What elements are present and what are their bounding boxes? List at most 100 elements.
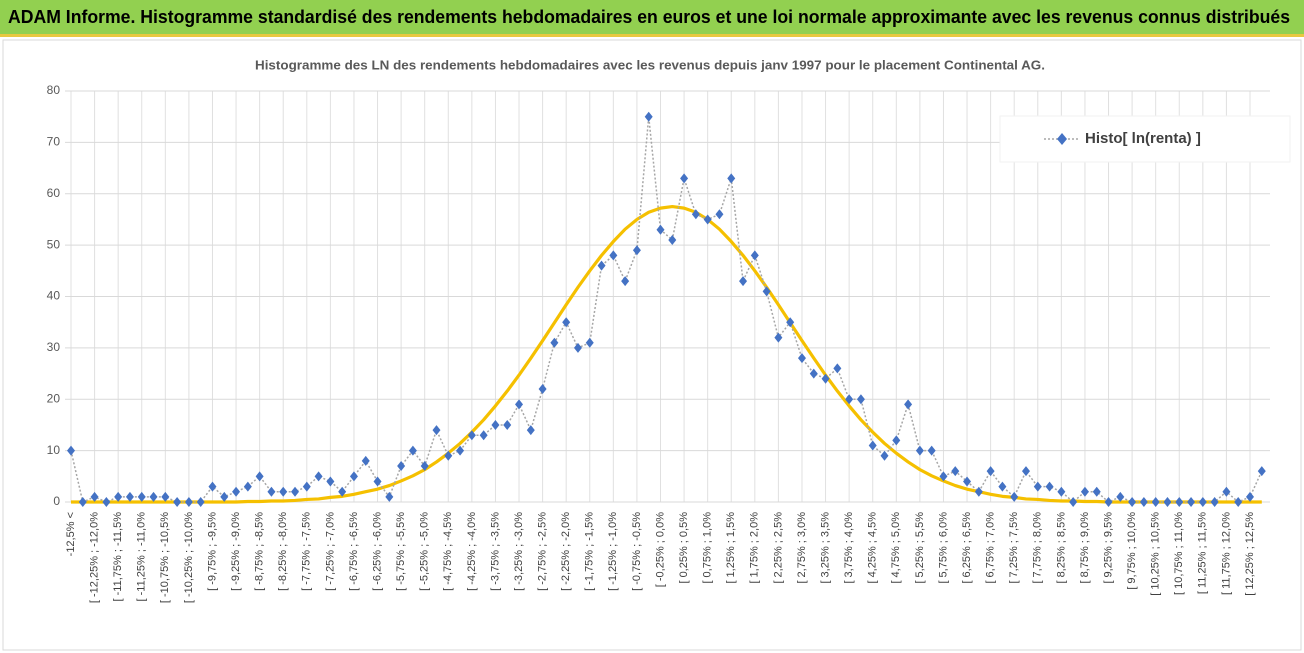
data-point [291,486,300,497]
data-point [314,471,323,482]
data-point [1069,497,1078,507]
x-tick-label: [ -2,75% ; -2,5% [537,512,549,591]
x-tick-label: [ -6,75% ; -6,5% [348,512,360,591]
data-point [255,471,264,482]
x-tick-label: [ -9,25% ; -9,0% [230,512,242,591]
y-tick-label: 70 [47,135,61,149]
legend-label: Histo[ ln(renta) ] [1085,130,1201,147]
y-tick-label: 20 [47,391,61,405]
x-tick-label: [ 3,75% ; 4,0% [843,512,855,584]
data-point [1175,497,1184,507]
data-point [585,337,594,348]
data-point [1187,497,1196,507]
x-tick-label: [ 7,75% ; 8,0% [1032,512,1044,584]
x-tick-label: [ -11,25% ; -11,0% [136,512,148,602]
x-tick-label: [ -5,25% ; -5,0% [419,512,431,591]
data-point [137,491,146,502]
data-point [986,466,995,477]
y-tick-label: 50 [47,237,61,251]
x-tick-label: [ -4,25% ; -4,0% [466,512,478,591]
data-point [739,276,748,287]
data-point [161,491,170,502]
data-point [691,209,700,220]
data-point [349,471,358,482]
data-point [1198,497,1207,507]
data-point [267,486,276,497]
x-tick-label: [ 0,25% ; 0,5% [678,512,690,584]
data-point [243,481,252,492]
data-point [856,394,865,405]
data-point [538,383,547,394]
x-tick-label: [ -10,25% ; -10,0% [183,512,195,603]
data-point [232,486,241,497]
data-point [1092,486,1101,497]
data-point [1234,497,1243,507]
header-title: ADAM Informe. Histogramme standardisé de… [8,7,1290,27]
data-point [515,399,524,410]
x-tick-label: [ 2,25% ; 2,5% [772,512,784,584]
data-point [1104,497,1113,507]
data-point [998,481,1007,492]
data-point [385,491,394,502]
data-point [173,497,182,507]
data-point [774,332,783,343]
data-point [1246,491,1254,502]
data-point [125,491,134,502]
x-tick-label: [ -8,25% ; -8,0% [277,512,289,591]
data-point [1257,466,1266,477]
data-point [904,399,913,410]
data-point [279,486,288,497]
data-point [373,476,382,487]
data-point [621,276,630,287]
data-point [797,353,806,364]
x-tick-label: [ 0,75% ; 1,0% [702,512,714,584]
data-point [1033,481,1042,492]
data-point [644,111,653,122]
x-tick-label: [ 5,25% ; 5,5% [914,512,926,584]
x-tick-label: [ -0,25% ; 0,0% [654,512,666,587]
header-bar [0,0,1304,34]
x-tick-label: -12,5% < [65,512,77,556]
x-tick-label: [ 6,25% ; 6,5% [961,512,973,584]
data-point [573,342,582,353]
data-point [1210,497,1219,507]
y-tick-label: 60 [47,186,61,200]
data-point [939,471,948,482]
data-point [1045,481,1054,492]
data-point [562,317,571,328]
x-tick-label: [ 8,25% ; 8,5% [1055,512,1067,584]
x-tick-label: [ -3,75% ; -3,5% [489,512,501,591]
x-tick-label: [ -9,75% ; -9,5% [206,512,218,591]
data-point [420,461,429,472]
legend-marker [1057,133,1067,145]
x-tick-label: [ 9,25% ; 9,5% [1102,512,1114,584]
y-tick-label: 10 [47,443,61,457]
x-tick-label: [ 11,75% ; 12,0% [1220,512,1232,595]
data-point [974,486,983,497]
data-point [868,440,877,451]
x-tick-label: [ -6,25% ; -6,0% [371,512,383,591]
data-point [479,430,488,441]
data-point [715,209,724,220]
data-point [326,476,335,487]
data-point [67,445,75,456]
data-point [397,461,406,472]
data-point [609,250,618,261]
data-point [456,445,465,456]
data-point [196,497,205,507]
x-tick-label: [ 2,75% ; 3,0% [796,512,808,584]
data-point [1222,486,1231,497]
x-tick-label: [ -7,25% ; -7,0% [324,512,336,591]
x-tick-label: [ 4,25% ; 4,5% [867,512,879,584]
data-point [727,173,736,184]
data-point [408,445,417,456]
data-point [656,224,665,235]
data-point [632,245,641,256]
x-tick-label: [ -1,25% ; -1,0% [607,512,619,591]
data-point [1010,491,1019,502]
x-tick-label: [ -3,25% ; -3,0% [513,512,525,591]
data-point [833,363,842,374]
x-tick-label: [ 11,25% ; 11,5% [1197,512,1209,594]
x-tick-label: [ 12,25% ; 12,5% [1244,512,1256,596]
